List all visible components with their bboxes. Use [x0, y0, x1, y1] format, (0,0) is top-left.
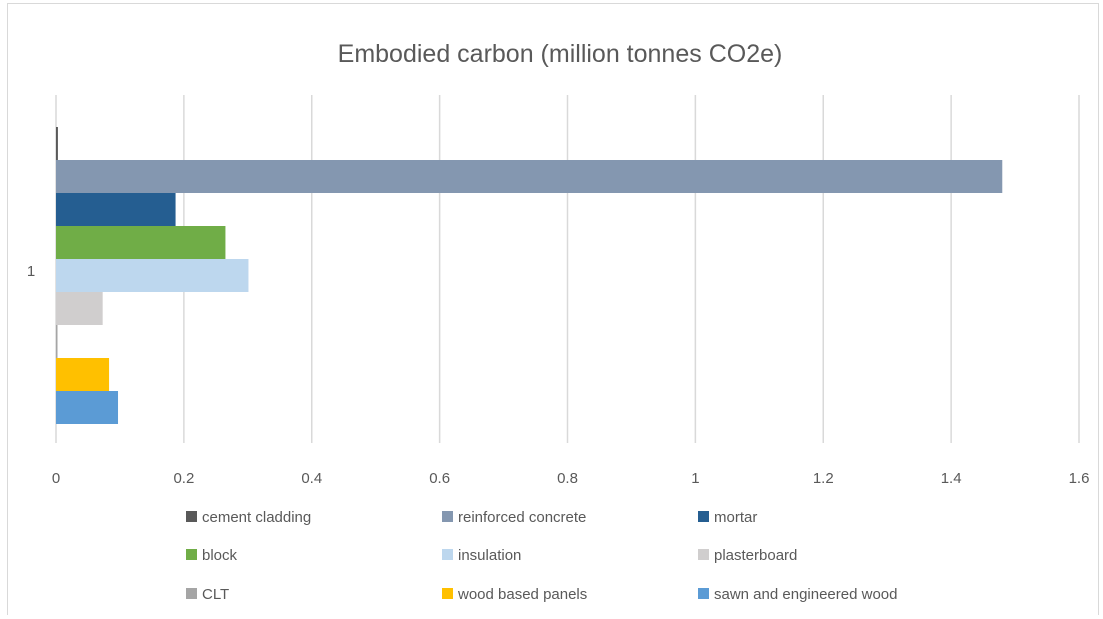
bar-clt [56, 325, 58, 358]
legend-swatch [698, 511, 709, 522]
legend-label: block [202, 547, 238, 564]
legend-swatch [698, 549, 709, 560]
x-tick-label: 0.8 [557, 470, 578, 487]
legend: cement cladding reinforced concrete mortar… [186, 509, 897, 603]
legend-item-reinforced-concrete: reinforced concrete [442, 509, 586, 526]
legend-label: wood based panels [457, 586, 587, 603]
bar-cement-cladding [56, 127, 58, 160]
bar-sawn-and-engineered-wood [56, 391, 119, 424]
legend-swatch [698, 588, 709, 599]
x-tick-label: 1.4 [941, 470, 962, 487]
bars [56, 127, 1003, 424]
legend-item-sawn-and-engineered-wood: sawn and engineered wood [698, 586, 897, 603]
legend-swatch [442, 549, 453, 560]
legend-item-wood-based-panels: wood based panels [442, 586, 587, 603]
chart-title: Embodied carbon (million tonnes CO2e) [338, 40, 783, 68]
legend-label: insulation [458, 547, 521, 564]
legend-item-clt: CLT [186, 586, 229, 603]
bar-block [56, 226, 226, 259]
legend-swatch [186, 588, 197, 599]
x-tick-label: 0 [52, 470, 60, 487]
legend-label: CLT [202, 586, 229, 603]
bar-wood-based-panels [56, 358, 110, 391]
x-tick-label: 0.6 [429, 470, 450, 487]
bar-reinforced-concrete [56, 160, 1003, 193]
legend-item-plasterboard: plasterboard [698, 547, 797, 564]
category-label: 1 [27, 263, 35, 280]
x-tick-label: 0.2 [173, 470, 194, 487]
legend-label: plasterboard [714, 547, 797, 564]
bar-plasterboard [56, 292, 103, 325]
x-tick-label: 0.4 [301, 470, 322, 487]
legend-item-insulation: insulation [442, 547, 521, 564]
x-tick-label: 1.2 [813, 470, 834, 487]
bar-insulation [56, 259, 249, 292]
legend-swatch [186, 549, 197, 560]
legend-item-block: block [186, 547, 238, 564]
legend-label: reinforced concrete [458, 509, 586, 526]
legend-label: cement cladding [202, 509, 311, 526]
legend-label: sawn and engineered wood [714, 586, 897, 603]
x-tick-label: 1 [691, 470, 699, 487]
x-tick-label: 1.6 [1069, 470, 1090, 487]
legend-swatch [442, 511, 453, 522]
legend-swatch [186, 511, 197, 522]
legend-item-mortar: mortar [698, 509, 757, 526]
legend-item-cement-cladding: cement cladding [186, 509, 311, 526]
x-axis-ticks: 0 0.2 0.4 0.6 0.8 1 1.2 1.4 1.6 [52, 470, 1090, 487]
legend-label: mortar [714, 509, 757, 526]
bar-mortar [56, 193, 176, 226]
legend-swatch [442, 588, 453, 599]
